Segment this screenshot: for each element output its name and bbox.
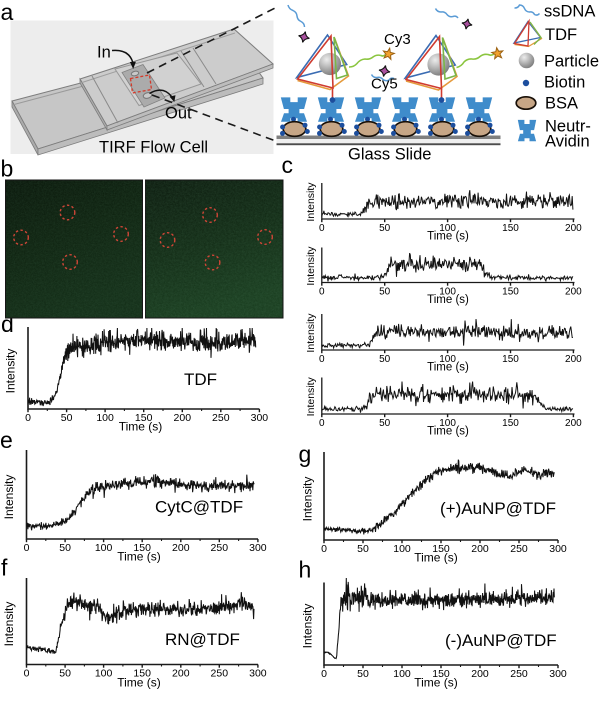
svg-text:Intensity: Intensity [2, 602, 16, 647]
svg-text:100: 100 [393, 668, 411, 680]
svg-text:Intensity: Intensity [2, 475, 16, 520]
svg-text:0: 0 [319, 286, 325, 297]
svg-text:Intensity: Intensity [4, 349, 18, 394]
svg-text:0: 0 [321, 668, 327, 680]
svg-text:0: 0 [319, 418, 325, 429]
svg-text:50: 50 [379, 286, 391, 297]
svg-text:150: 150 [432, 543, 450, 555]
svg-text:RN@TDF: RN@TDF [165, 630, 240, 649]
svg-text:100: 100 [439, 286, 456, 297]
svg-text:300: 300 [249, 542, 267, 554]
svg-text:(+)AuNP@TDF: (+)AuNP@TDF [440, 499, 556, 518]
svg-text:200: 200 [565, 223, 582, 234]
svg-text:Time (s): Time (s) [117, 676, 161, 690]
svg-text:g: g [299, 441, 312, 467]
svg-text:Intensity: Intensity [305, 313, 317, 353]
svg-text:Intensity: Intensity [301, 477, 315, 522]
svg-text:Intensity: Intensity [305, 376, 317, 416]
svg-text:200: 200 [471, 668, 489, 680]
svg-text:250: 250 [211, 667, 229, 679]
svg-text:a: a [1, 0, 14, 25]
svg-text:150: 150 [502, 286, 519, 297]
svg-text:Intensity: Intensity [305, 182, 317, 222]
svg-text:Glass Slide: Glass Slide [348, 146, 431, 164]
svg-text:c: c [282, 152, 294, 178]
svg-text:300: 300 [249, 667, 267, 679]
svg-text:f: f [1, 555, 8, 581]
svg-text:Time (s): Time (s) [414, 676, 458, 690]
svg-text:50: 50 [379, 223, 391, 234]
svg-text:50: 50 [379, 418, 391, 429]
svg-text:In: In [97, 44, 111, 62]
svg-text:0: 0 [319, 354, 325, 365]
svg-text:Particle: Particle [544, 53, 599, 71]
svg-text:50: 50 [357, 543, 369, 555]
svg-text:Biotin: Biotin [544, 74, 585, 92]
svg-text:Time (s): Time (s) [117, 550, 161, 564]
svg-text:0: 0 [24, 667, 30, 679]
svg-text:300: 300 [549, 543, 567, 555]
svg-text:250: 250 [510, 543, 528, 555]
svg-text:b: b [1, 156, 14, 182]
svg-text:TIRF Flow Cell: TIRF Flow Cell [99, 139, 208, 157]
svg-text:150: 150 [502, 223, 519, 234]
svg-text:150: 150 [502, 418, 519, 429]
svg-text:200: 200 [172, 542, 190, 554]
svg-text:50: 50 [379, 354, 391, 365]
svg-text:200: 200 [565, 354, 582, 365]
svg-text:200: 200 [174, 412, 192, 424]
svg-text:100: 100 [95, 542, 113, 554]
svg-text:h: h [299, 557, 312, 583]
svg-text:Intensity: Intensity [301, 604, 315, 649]
svg-text:100: 100 [95, 667, 113, 679]
svg-text:Time (s): Time (s) [427, 426, 469, 438]
svg-text:200: 200 [172, 667, 190, 679]
svg-text:(-)AuNP@TDF: (-)AuNP@TDF [445, 631, 557, 650]
svg-text:Cy5: Cy5 [371, 76, 398, 93]
svg-text:Avidin: Avidin [545, 133, 590, 151]
svg-text:ssDNA: ssDNA [544, 3, 595, 21]
svg-text:150: 150 [133, 667, 151, 679]
svg-text:250: 250 [510, 668, 528, 680]
svg-text:Neutr-: Neutr- [545, 118, 591, 136]
svg-text:e: e [0, 427, 13, 453]
svg-text:Time (s): Time (s) [427, 362, 469, 374]
svg-text:Time (s): Time (s) [427, 231, 469, 243]
svg-text:200: 200 [565, 286, 582, 297]
svg-text:200: 200 [471, 543, 489, 555]
svg-text:250: 250 [211, 542, 229, 554]
svg-text:250: 250 [212, 412, 230, 424]
svg-text:0: 0 [321, 543, 327, 555]
svg-text:150: 150 [432, 668, 450, 680]
svg-text:TDF: TDF [545, 26, 577, 44]
svg-text:Time (s): Time (s) [427, 294, 469, 306]
svg-text:300: 300 [549, 668, 567, 680]
svg-text:Cy3: Cy3 [384, 31, 411, 48]
svg-text:Time (s): Time (s) [119, 420, 163, 434]
svg-text:0: 0 [24, 542, 30, 554]
svg-text:Out: Out [165, 105, 192, 123]
svg-text:100: 100 [393, 543, 411, 555]
svg-text:TDF: TDF [184, 370, 217, 389]
svg-text:CytC@TDF: CytC@TDF [155, 498, 243, 517]
svg-text:BSA: BSA [545, 95, 578, 113]
svg-text:50: 50 [357, 668, 369, 680]
svg-text:100: 100 [439, 418, 456, 429]
svg-text:50: 50 [59, 542, 71, 554]
svg-text:150: 150 [133, 542, 151, 554]
svg-text:150: 150 [502, 354, 519, 365]
svg-text:100: 100 [439, 223, 456, 234]
svg-text:0: 0 [319, 223, 325, 234]
svg-text:200: 200 [565, 418, 582, 429]
svg-text:50: 50 [61, 412, 73, 424]
svg-text:100: 100 [439, 354, 456, 365]
svg-text:150: 150 [135, 412, 153, 424]
svg-text:50: 50 [59, 667, 71, 679]
svg-text:0: 0 [25, 412, 31, 424]
svg-text:300: 300 [251, 412, 269, 424]
svg-text:100: 100 [96, 412, 114, 424]
svg-text:Intensity: Intensity [305, 246, 317, 286]
svg-text:Time (s): Time (s) [414, 551, 458, 565]
